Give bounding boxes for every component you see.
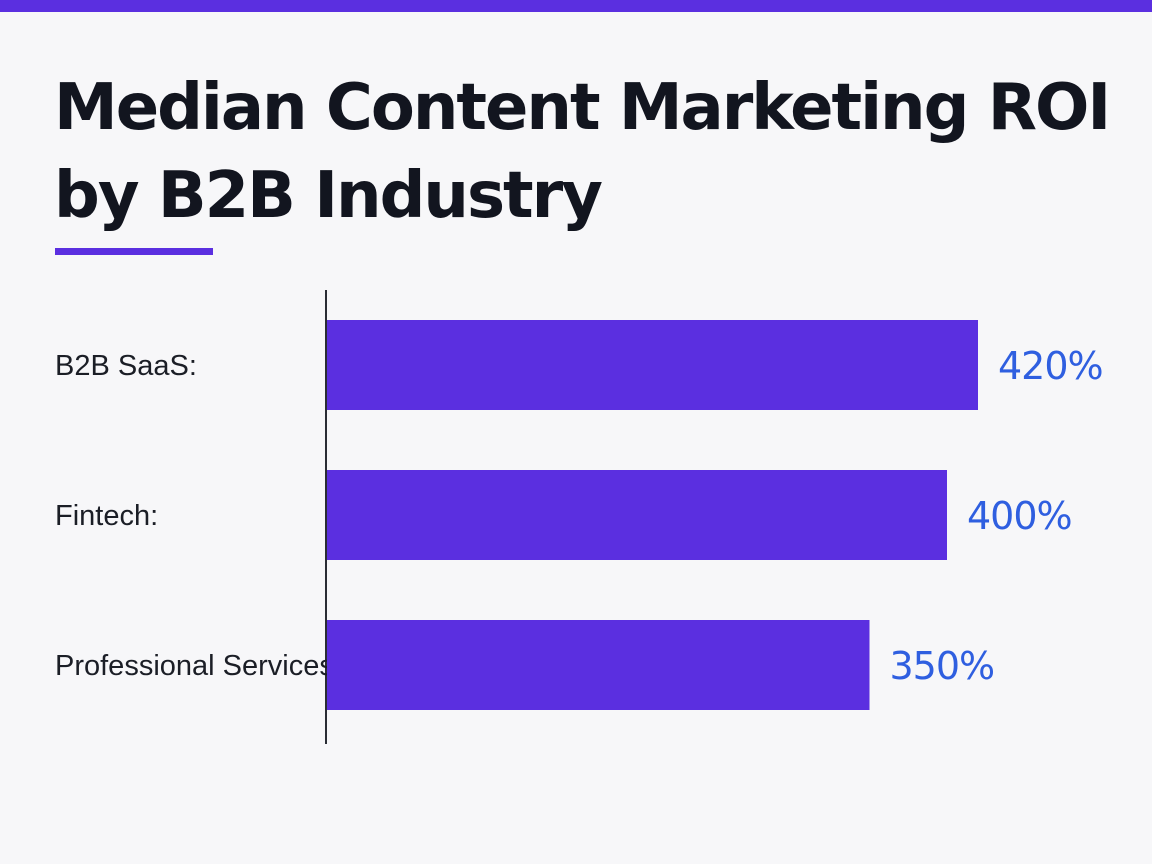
bars-group: B2B SaaS: 420% Fintech: 400% Professional Se… bbox=[55, 320, 1104, 710]
category-label: B2B SaaS: bbox=[55, 350, 197, 382]
category-label: Professional Services: bbox=[55, 650, 342, 682]
value-label: 350% bbox=[890, 644, 995, 688]
bar bbox=[327, 470, 947, 560]
top-accent-bar bbox=[0, 0, 1152, 12]
chart-title: Median Content Marketing ROI by B2B Indu… bbox=[54, 71, 1111, 233]
bar bbox=[327, 620, 870, 710]
value-label: 400% bbox=[967, 494, 1072, 538]
category-label: Fintech: bbox=[55, 500, 158, 532]
title-underline bbox=[55, 248, 213, 255]
bar bbox=[327, 320, 978, 410]
value-label: 420% bbox=[998, 344, 1103, 388]
